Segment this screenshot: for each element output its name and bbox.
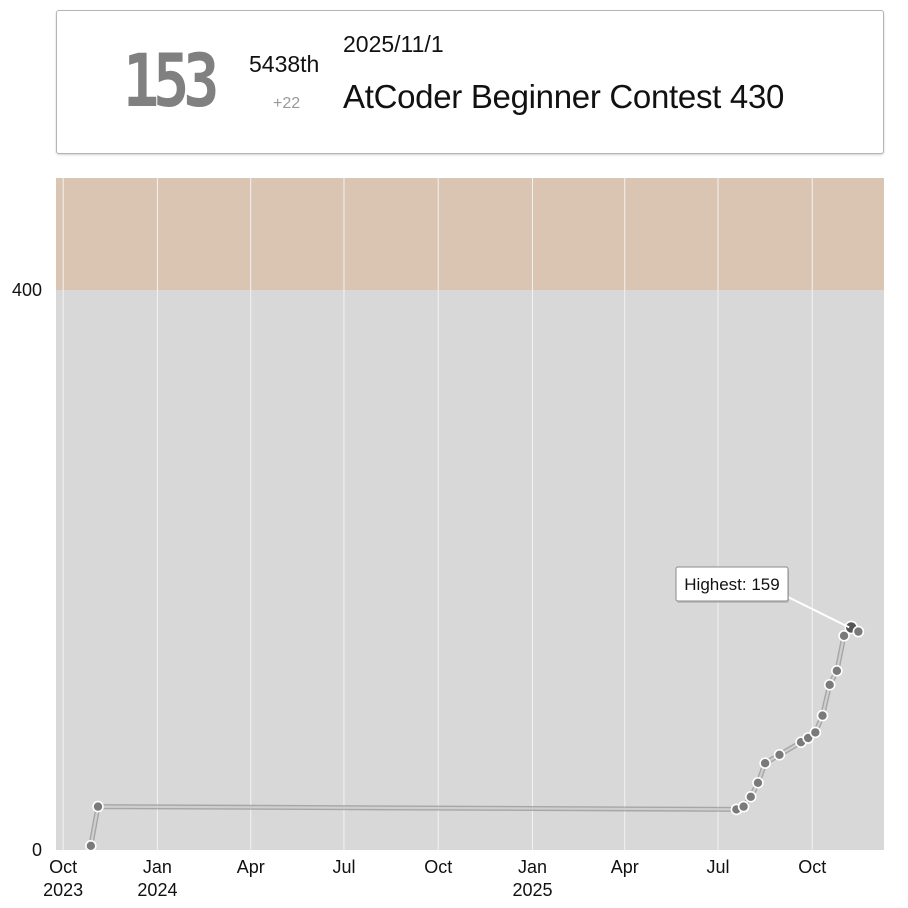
rating-change: +22 bbox=[273, 95, 301, 112]
x-tick-label: Apr bbox=[237, 857, 265, 877]
highest-annotation: Highest: 159 bbox=[675, 566, 850, 629]
rating-point bbox=[92, 800, 104, 813]
x-tick-label: Jan bbox=[143, 857, 172, 877]
rating-point bbox=[823, 678, 836, 691]
rating-markers bbox=[85, 620, 865, 852]
x-tick-label: Apr bbox=[611, 857, 639, 877]
x-tick-label: Jul bbox=[706, 857, 729, 877]
rating-point bbox=[809, 726, 822, 739]
y-tick-label: 0 bbox=[32, 840, 42, 860]
x-tick-year: 2023 bbox=[43, 880, 83, 900]
x-tick-year: 2024 bbox=[137, 880, 177, 900]
annotation-leader bbox=[787, 596, 850, 629]
annotation-box bbox=[675, 566, 789, 602]
rating-point bbox=[752, 776, 764, 789]
rating-point bbox=[759, 757, 771, 770]
annotation-label: Highest: 159 bbox=[684, 575, 779, 594]
contest-name[interactable]: AtCoder Beginner Contest 430 bbox=[343, 78, 785, 115]
x-tick-label: Oct bbox=[798, 857, 826, 877]
rating-value: 153 bbox=[123, 39, 219, 125]
rating-point bbox=[773, 748, 786, 761]
rating-point bbox=[737, 800, 750, 813]
x-axis: Oct 2023 Jan 2024 Apr Jul Oct Jan 2025 Apr Jul Oct bbox=[43, 857, 826, 900]
rating-point bbox=[816, 709, 829, 722]
y-tick-label: 400 bbox=[12, 280, 42, 300]
rating-point bbox=[831, 664, 843, 677]
rank-text: 5438th bbox=[249, 51, 320, 77]
x-tick-label: Oct bbox=[49, 857, 77, 877]
x-tick-year: 2025 bbox=[512, 880, 552, 900]
rating-point bbox=[85, 839, 97, 852]
rating-band bbox=[56, 178, 884, 290]
rating-point bbox=[838, 629, 850, 642]
rating-point bbox=[744, 790, 757, 803]
rating-chart: 0 400 Oct 2023 Jan 2024 Apr Jul Oct Jan 2025 Apr Ju… bbox=[12, 178, 884, 900]
x-tick-label: Oct bbox=[424, 857, 452, 877]
contest-date: 2025/11/1 bbox=[343, 31, 444, 57]
x-tick-label: Jan bbox=[518, 857, 547, 877]
grid-lines bbox=[62, 178, 813, 850]
contest-status-card: 153 5438th +22 2025/11/1 AtCoder Beginne… bbox=[56, 10, 884, 154]
y-axis: 0 400 bbox=[12, 280, 42, 860]
rating-point bbox=[852, 625, 865, 638]
x-tick-label: Jul bbox=[332, 857, 355, 877]
rating-bands bbox=[56, 178, 884, 850]
